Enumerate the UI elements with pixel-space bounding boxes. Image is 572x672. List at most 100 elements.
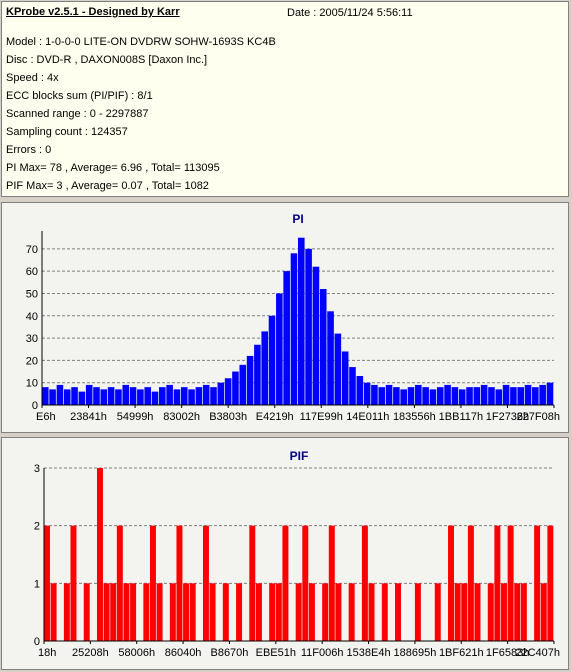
data-bar — [269, 583, 276, 641]
data-bar — [414, 583, 421, 641]
data-bar — [480, 384, 488, 405]
data-bar — [195, 387, 203, 405]
data-bar — [180, 387, 188, 405]
data-bar — [348, 583, 355, 641]
y-tick-label: 1 — [34, 578, 40, 590]
x-tick-label: B3803h — [209, 411, 247, 423]
app-title: KProbe v2.5.1 - Designed by Karr — [6, 6, 180, 18]
data-bar — [122, 384, 130, 405]
data-bar — [393, 387, 400, 405]
data-bar — [239, 364, 247, 405]
data-bar — [276, 293, 283, 405]
data-bar — [103, 583, 110, 641]
data-bar — [169, 583, 176, 641]
data-bar — [78, 391, 86, 405]
data-bar — [407, 387, 415, 405]
data-bar — [93, 387, 100, 405]
x-tick-label: 227F08h — [517, 411, 560, 423]
data-bar — [335, 583, 342, 641]
data-bar — [188, 389, 195, 405]
info-disc: Disc : DVD-R , DAXON008S [Daxon Inc.] — [6, 54, 208, 66]
data-bar — [42, 387, 49, 405]
data-bar — [70, 525, 77, 641]
pi-chart: PI 0 10 20 30 40 50 60 70 E6h 23841h 54999h 83002h B3… — [26, 212, 560, 423]
data-bar — [381, 583, 388, 641]
data-bar — [510, 387, 517, 405]
data-bar — [395, 583, 401, 641]
x-tick-label: 86040h — [165, 647, 202, 659]
x-tick-label: 1F2736h — [486, 411, 529, 423]
pif-chart-panel: PIF 0 1 2 3 18h 25208h 58006h 86040h B8670h EBE51h… — [1, 437, 569, 670]
data-bar — [210, 387, 217, 405]
x-tick-label: 18h — [38, 647, 56, 659]
info-sampling-count: Sampling count : 124357 — [6, 126, 128, 138]
x-tick-label: 1BF621h — [439, 647, 484, 659]
data-bar — [507, 525, 514, 641]
data-bar — [254, 344, 261, 405]
data-bar — [173, 389, 181, 405]
info-pi-stats: PI Max= 78 , Average= 6.96 , Total= 1130… — [6, 162, 220, 174]
info-ecc-sum: ECC blocks sum (PI/PIF) : 8/1 — [6, 90, 153, 102]
data-bar — [308, 583, 315, 641]
x-tick-label: 1538E4h — [347, 647, 391, 659]
info-model: Model : 1-0-0-0 LITE-ON DVDRW SOHW-1693S… — [6, 36, 276, 48]
data-bar — [341, 351, 349, 405]
data-bar — [166, 384, 173, 405]
data-bar — [123, 583, 130, 641]
x-tick-label: 58006h — [118, 647, 155, 659]
data-bar — [255, 583, 262, 641]
data-bar — [85, 384, 93, 405]
y-tick-label: 0 — [32, 400, 38, 412]
data-bar — [371, 384, 378, 405]
x-tick-label: 25208h — [72, 647, 109, 659]
y-tick-label: 10 — [26, 378, 38, 390]
data-bar — [514, 583, 521, 641]
data-bar — [539, 384, 546, 405]
data-bar — [467, 525, 474, 641]
data-bar — [222, 583, 229, 641]
data-bar — [546, 382, 554, 405]
data-bar — [100, 389, 108, 405]
x-tick-label: 117E99h — [300, 411, 343, 423]
data-bar — [115, 389, 122, 405]
x-tick-label: 83002h — [163, 411, 200, 423]
y-tick-label: 3 — [34, 463, 40, 475]
data-bar — [159, 387, 166, 405]
info-scanned-range: Scanned range : 0 - 2297887 — [6, 108, 149, 120]
x-tick-label: 14E011h — [346, 411, 389, 423]
data-bar — [319, 289, 327, 405]
x-tick-label: 23841h — [70, 411, 107, 423]
y-tick-label: 30 — [26, 333, 38, 345]
data-bar — [295, 583, 302, 641]
data-bar — [116, 525, 123, 641]
data-bar — [130, 583, 137, 641]
data-bar — [385, 384, 393, 405]
data-bar — [547, 525, 554, 641]
data-bar — [176, 525, 183, 641]
data-bar — [49, 389, 56, 405]
data-bar — [63, 583, 70, 641]
data-bar — [451, 387, 459, 405]
chart-title: PI — [292, 212, 303, 226]
data-bar — [378, 387, 386, 405]
data-bar — [422, 387, 429, 405]
data-bar — [56, 384, 64, 405]
data-bar — [202, 525, 209, 641]
data-bar — [473, 387, 481, 405]
scan-date: Date : 2005/11/24 5:56:11 — [287, 7, 413, 19]
y-tick-label: 2 — [34, 521, 40, 533]
y-tick-label: 0 — [34, 636, 40, 648]
data-bar — [415, 384, 422, 405]
chart-title: PIF — [290, 449, 309, 463]
data-bar — [356, 376, 364, 405]
data-bar — [129, 387, 137, 405]
data-bar — [290, 253, 298, 405]
data-bar — [71, 387, 78, 405]
x-tick-label: EBE51h — [256, 647, 296, 659]
data-bar — [96, 468, 103, 641]
x-tick-label: E6h — [36, 411, 56, 423]
data-bar — [461, 583, 468, 641]
x-tick-label: E4219h — [256, 411, 294, 423]
data-bar — [532, 387, 539, 405]
data-bar — [236, 583, 243, 641]
